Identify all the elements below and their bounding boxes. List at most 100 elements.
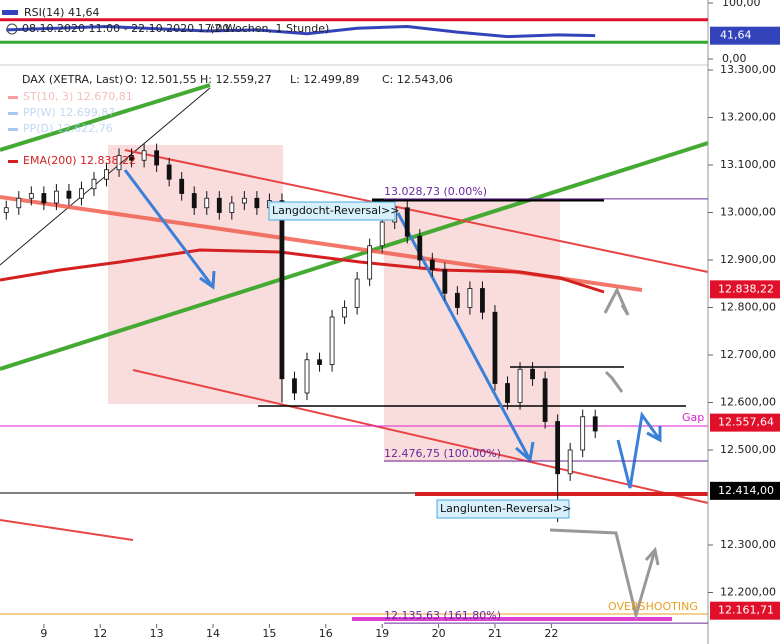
ohlc-label: O: 12.501,55 xyxy=(125,73,197,86)
candle-body xyxy=(530,368,535,380)
candle-body xyxy=(166,164,172,180)
candle-body xyxy=(141,150,147,161)
price-box xyxy=(710,413,780,432)
indicator-label: ST(10, 3) 12.670,81 xyxy=(23,90,133,103)
candle-body xyxy=(592,416,598,432)
y-tick-label: 100,00 xyxy=(722,0,761,9)
candle-body xyxy=(41,193,47,204)
indicator-label: EMA(200) 12.838,22 xyxy=(23,154,136,167)
candle-body xyxy=(367,245,373,280)
drawings xyxy=(0,0,709,644)
price-box xyxy=(710,481,780,500)
arrow xyxy=(644,546,660,566)
candle-body xyxy=(467,288,473,308)
date-range-note: (2 Wochen, 1 Stunde) xyxy=(210,22,329,35)
y-tick-label: 13.000,00 xyxy=(720,206,776,219)
ohlc-label: L: 12.499,89 xyxy=(290,73,359,86)
candle-body xyxy=(241,197,247,204)
ohlc-label: H: 12.559,27 xyxy=(200,73,271,86)
indicator-label: PP(D) 12.622,76 xyxy=(23,122,113,135)
y-tick-label: 12.700,00 xyxy=(720,348,776,361)
candle-body xyxy=(53,190,59,204)
arrow xyxy=(199,270,216,290)
annotation-box xyxy=(268,201,396,221)
candle-body xyxy=(404,207,410,237)
x-tick-label: 9 xyxy=(40,627,47,640)
x-tick-label: 20 xyxy=(432,627,446,640)
candle-body xyxy=(28,193,34,199)
arrow xyxy=(646,426,662,443)
candle-body xyxy=(66,190,72,199)
date-range: 08.10.2020 11:00 - 22.10.2020 17:00 xyxy=(22,22,229,35)
ohlc-label: C: 12.543,06 xyxy=(382,73,453,86)
fib-label: 13.028,73 (0.00%) xyxy=(384,185,487,198)
candle-body xyxy=(555,421,561,475)
candle-body xyxy=(354,278,360,308)
x-tick-label: 13 xyxy=(150,627,164,640)
candle-body xyxy=(304,359,310,394)
price-box xyxy=(710,601,780,620)
trend-line xyxy=(0,141,709,371)
legend-swatch xyxy=(8,96,18,99)
candle-body xyxy=(480,288,485,313)
x-tick-label: 21 xyxy=(488,627,502,640)
rsi-title: RSI(14) xyxy=(24,6,64,19)
candle-body xyxy=(104,169,109,180)
candle-body xyxy=(429,259,435,270)
fib-label: 12.476,75 (100.00%) xyxy=(384,447,501,460)
y-tick-label: 12.500,00 xyxy=(720,443,776,456)
candle-body xyxy=(442,269,448,294)
value-box xyxy=(710,26,780,45)
annotation: Langlunten-Reversal>> xyxy=(440,502,572,515)
x-tick-label: 19 xyxy=(375,627,389,640)
marks xyxy=(0,2,780,628)
x-tick-label: 22 xyxy=(544,627,558,640)
candle-body xyxy=(567,449,573,475)
arrow xyxy=(616,411,662,489)
candle-body xyxy=(179,178,185,194)
trend-line xyxy=(0,83,211,152)
labels: 100,00 0,00 41,64 RSI(14) 41,64 08.10.2020 11… xyxy=(22,0,776,640)
candle-body xyxy=(329,316,335,365)
y-tick-label: 13.100,00 xyxy=(720,158,776,171)
y-tick-label: 12.800,00 xyxy=(720,301,776,314)
candle-body xyxy=(379,221,385,247)
y-tick-label: 0,00 xyxy=(722,52,747,65)
annotation: Langdocht-Reversal>> xyxy=(272,204,400,217)
candle-body xyxy=(16,197,22,209)
x-tick-label: 12 xyxy=(93,627,107,640)
y-tick-label: 13.300,00 xyxy=(720,63,776,76)
candle-body xyxy=(254,197,260,209)
candle-body xyxy=(116,155,122,171)
y-tick-label: 12.600,00 xyxy=(720,396,776,409)
y-tick-label: 13.200,00 xyxy=(720,111,776,124)
candle-body xyxy=(229,202,235,213)
candle-body xyxy=(342,307,348,318)
trend-line xyxy=(124,149,709,273)
candle-body xyxy=(279,200,285,380)
legend-swatch xyxy=(8,128,18,131)
candle-body xyxy=(505,383,510,403)
price-box xyxy=(710,280,780,299)
arrow xyxy=(123,169,215,288)
price-label: 12.414,00 xyxy=(718,484,774,497)
candle-body xyxy=(292,378,297,394)
annotation-box xyxy=(436,499,570,519)
arrow xyxy=(604,370,624,393)
price-label: 12.838,22 xyxy=(718,282,774,295)
legend-title: DAX (XETRA, Last) xyxy=(22,73,123,86)
indicator-label: PP(W) 12.699,87 xyxy=(23,106,115,119)
x-tick-label: 15 xyxy=(262,627,276,640)
y-tick-label: 12.200,00 xyxy=(720,586,776,599)
candle-body xyxy=(454,292,460,308)
candle-body xyxy=(580,416,586,451)
annotation: Gap xyxy=(682,411,704,424)
legend-swatch xyxy=(8,112,18,115)
trend-line xyxy=(132,369,709,504)
fib-label: 12.135,63 (161.80%) xyxy=(384,609,501,622)
annotation: OVERSHOOTING xyxy=(608,600,698,613)
y-tick-label: 12.300,00 xyxy=(720,538,776,551)
candle-body xyxy=(492,311,498,384)
value-label: 41,64 xyxy=(720,29,752,42)
